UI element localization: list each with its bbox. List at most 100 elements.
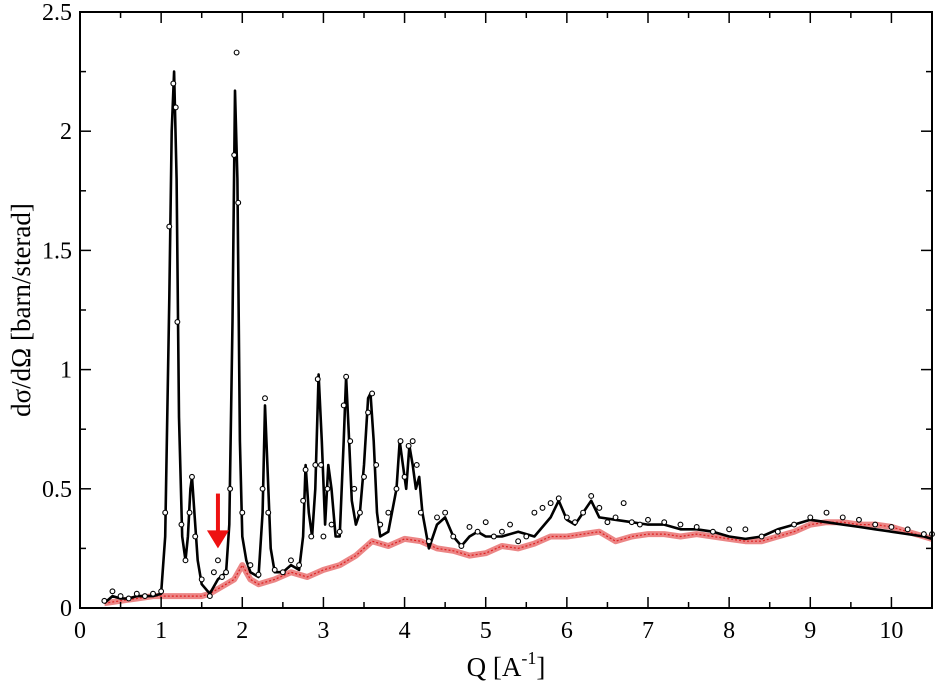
data-point bbox=[312, 462, 319, 468]
data-point bbox=[385, 509, 392, 516]
data-point bbox=[300, 497, 307, 504]
data-point bbox=[214, 557, 221, 564]
data-point bbox=[442, 509, 449, 516]
data-point bbox=[279, 569, 286, 576]
data-point bbox=[523, 533, 530, 540]
data-point bbox=[636, 521, 643, 528]
data-point bbox=[166, 223, 173, 230]
y-tick-label: 2 bbox=[60, 119, 72, 145]
data-point bbox=[450, 533, 457, 540]
data-point bbox=[839, 514, 846, 521]
x-axis-title-close: ] bbox=[536, 652, 545, 682]
data-point bbox=[466, 523, 473, 530]
data-point bbox=[515, 538, 522, 545]
data-point bbox=[774, 528, 781, 535]
x-tick-label: 5 bbox=[480, 618, 492, 644]
x-tick-label: 6 bbox=[561, 618, 573, 644]
data-point bbox=[356, 509, 363, 516]
data-point bbox=[539, 504, 546, 511]
y-axis-title: dσ/dΩ [barn/sterad] bbox=[6, 203, 36, 417]
data-point bbox=[490, 533, 497, 540]
data-point bbox=[233, 49, 240, 56]
data-point bbox=[192, 533, 199, 540]
data-point bbox=[265, 509, 272, 516]
data-point bbox=[231, 152, 238, 158]
data-point bbox=[409, 438, 416, 445]
x-tick-label: 2 bbox=[236, 618, 248, 644]
data-point bbox=[223, 569, 230, 576]
data-point bbox=[482, 519, 489, 526]
y-tick-label: 1.5 bbox=[42, 238, 72, 264]
data-point bbox=[742, 526, 749, 533]
x-tick-label: 0 bbox=[74, 618, 86, 644]
data-point bbox=[198, 576, 205, 583]
data-point bbox=[189, 473, 195, 480]
data-point bbox=[101, 597, 108, 604]
data-point bbox=[347, 438, 354, 445]
data-point bbox=[182, 557, 189, 564]
data-point bbox=[612, 514, 619, 521]
data-point bbox=[170, 80, 177, 87]
y-tick-label: 2.5 bbox=[42, 0, 72, 26]
data-point bbox=[324, 485, 331, 492]
x-tick-label: 3 bbox=[317, 618, 329, 644]
data-point bbox=[109, 588, 116, 595]
x-tick-label: 10 bbox=[879, 618, 903, 644]
y-tick-label: 0 bbox=[60, 596, 72, 622]
data-point bbox=[247, 562, 254, 569]
data-point bbox=[580, 509, 587, 516]
x-tick-label: 7 bbox=[642, 618, 654, 644]
data-point bbox=[888, 523, 895, 530]
data-point bbox=[588, 493, 595, 499]
data-point bbox=[125, 595, 132, 602]
data-point bbox=[117, 593, 124, 600]
data-point bbox=[791, 521, 798, 528]
background-band-core bbox=[104, 521, 933, 604]
data-point bbox=[288, 557, 294, 564]
measured-points-layer bbox=[101, 49, 935, 604]
data-point bbox=[397, 438, 404, 445]
data-point bbox=[677, 521, 684, 528]
data-point bbox=[904, 526, 911, 533]
data-point bbox=[872, 521, 879, 528]
x-axis-title-superscript: -1 bbox=[521, 648, 536, 668]
data-point bbox=[365, 409, 372, 416]
data-point bbox=[823, 509, 830, 516]
x-axis-title: Q [A-1] bbox=[467, 648, 546, 682]
data-point bbox=[219, 574, 225, 580]
data-point bbox=[425, 538, 432, 545]
data-point bbox=[343, 373, 350, 380]
data-point bbox=[227, 485, 234, 492]
data-point bbox=[726, 526, 733, 533]
data-point bbox=[405, 442, 412, 449]
y-axis-ticks: 0 0.5 1 1.5 2 2.5 bbox=[42, 0, 932, 622]
x-axis-title-main: Q [A bbox=[467, 652, 522, 682]
data-point bbox=[572, 519, 578, 526]
data-point bbox=[133, 590, 140, 597]
data-point bbox=[661, 519, 668, 526]
data-point bbox=[318, 462, 324, 468]
data-point bbox=[458, 543, 465, 549]
data-point bbox=[259, 485, 266, 492]
data-point bbox=[262, 395, 268, 402]
data-point bbox=[328, 521, 335, 528]
arrow-head bbox=[206, 530, 229, 549]
data-point bbox=[628, 519, 635, 526]
data-point bbox=[807, 514, 814, 521]
data-point bbox=[377, 521, 384, 528]
data-point bbox=[401, 473, 408, 480]
data-point bbox=[351, 485, 358, 492]
data-point bbox=[369, 390, 376, 397]
data-point bbox=[158, 588, 165, 595]
data-point bbox=[186, 509, 193, 516]
data-point bbox=[393, 485, 400, 492]
data-point bbox=[507, 521, 514, 528]
x-tick-label: 1 bbox=[155, 618, 167, 644]
data-point bbox=[174, 318, 181, 325]
data-point bbox=[645, 516, 651, 523]
data-point bbox=[693, 523, 700, 530]
x-tick-label: 9 bbox=[804, 618, 816, 644]
data-point bbox=[255, 571, 262, 578]
